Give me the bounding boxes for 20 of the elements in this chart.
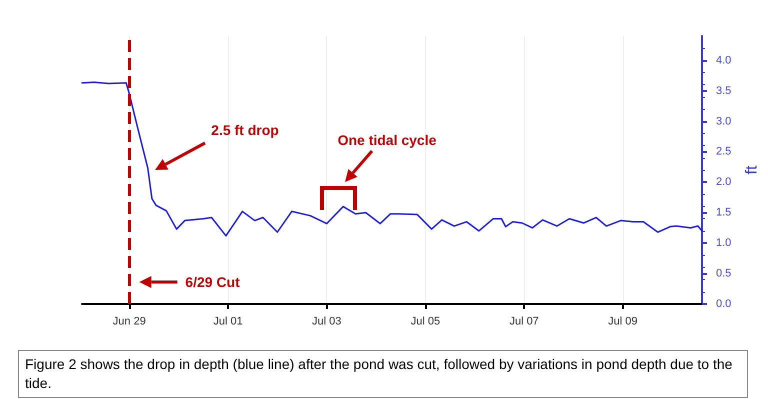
y-tick-label: 1.0 [716,237,732,250]
x-tick-label: Jun 29 [112,316,146,328]
x-tick-label: Jul 01 [213,316,243,328]
y-tick-label: 2.0 [716,176,732,188]
annotation: 2.5 ft drop [211,122,279,138]
x-tick-label: Jul 09 [608,316,638,328]
y-tick-label: 4.0 [716,54,732,66]
x-tick-label: Jul 07 [509,316,539,328]
annotation: One tidal cycle [338,132,437,148]
y-tick-label: 1.5 [716,206,732,219]
caption: Figure 2 shows the drop in depth (blue line) after the pond was cut, followed by variations in pond depth due to the tide. [18,350,748,398]
y-tick-label: 3.5 [716,84,732,97]
y-tick-label: 0.5 [716,268,732,280]
y-tick-label: 0.0 [716,298,732,310]
x-tick-label: Jul 03 [312,316,342,328]
y-tick-label: 2.5 [716,146,732,158]
y-axis-title: ft [744,165,760,174]
x-tick-label: Jul 05 [410,316,440,328]
ref-line-label: 6/29 Cut [185,274,240,290]
y-tick-label: 3.0 [716,115,732,128]
